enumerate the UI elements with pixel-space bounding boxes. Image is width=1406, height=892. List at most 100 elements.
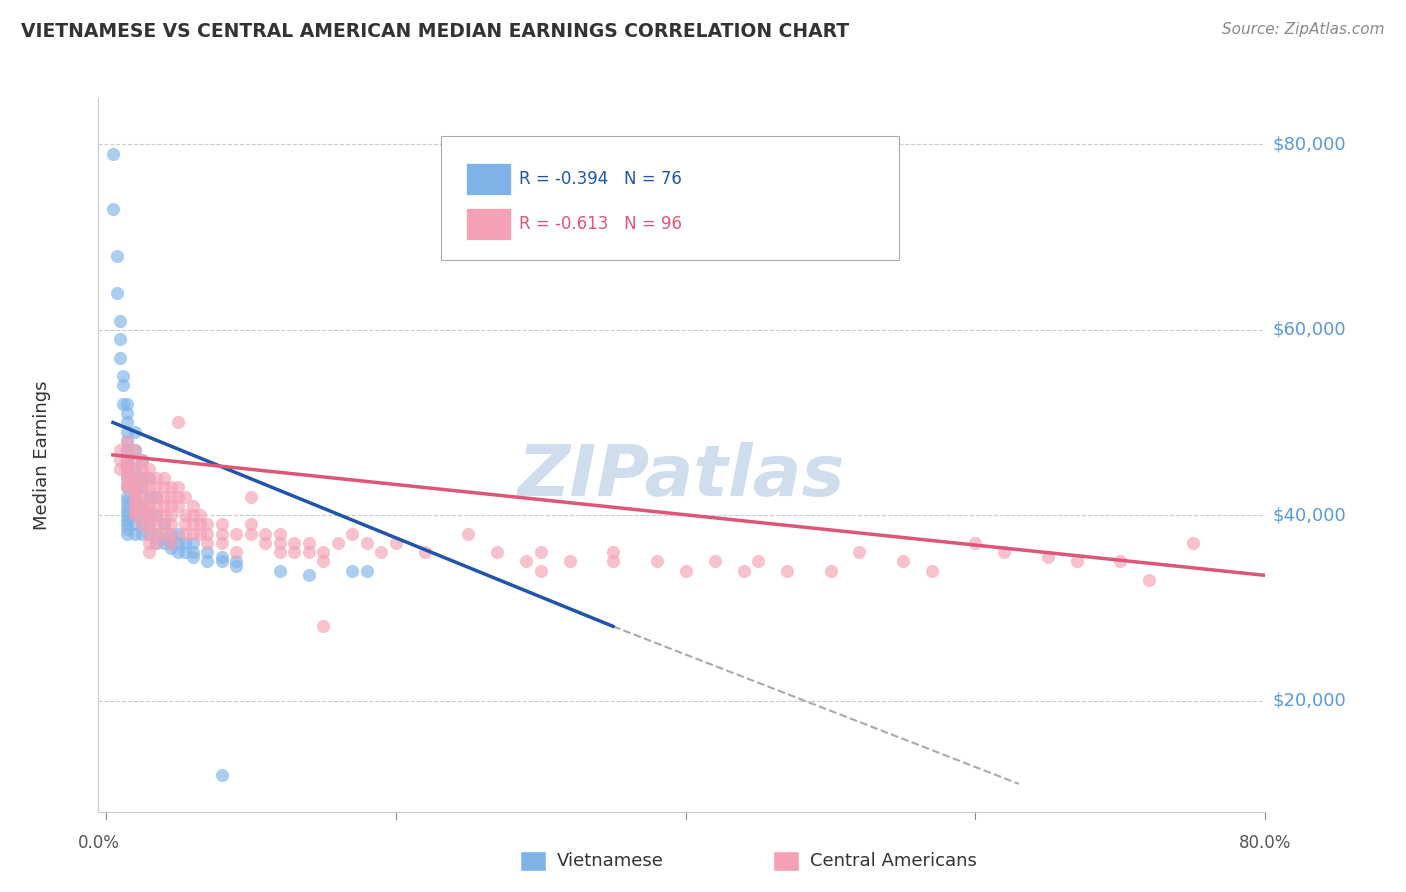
Point xyxy=(117,471,139,485)
Point xyxy=(124,452,146,467)
Point xyxy=(225,559,247,574)
Point xyxy=(138,508,160,523)
Point xyxy=(188,508,211,523)
Point xyxy=(108,452,131,467)
Point xyxy=(356,564,378,578)
Point xyxy=(124,443,146,458)
Point xyxy=(138,480,160,494)
Point xyxy=(117,475,139,490)
Point xyxy=(145,526,167,541)
Point xyxy=(167,526,190,541)
Text: $40,000: $40,000 xyxy=(1272,506,1346,524)
Text: VIETNAMESE VS CENTRAL AMERICAN MEDIAN EARNINGS CORRELATION CHART: VIETNAMESE VS CENTRAL AMERICAN MEDIAN EA… xyxy=(21,22,849,41)
Point xyxy=(124,462,146,476)
Point xyxy=(181,517,204,532)
Point xyxy=(269,526,291,541)
Text: ZIPatlas: ZIPatlas xyxy=(519,442,845,511)
Point xyxy=(167,490,190,504)
Point xyxy=(269,536,291,550)
Point xyxy=(152,517,174,532)
Point xyxy=(188,517,211,532)
Point xyxy=(112,369,135,384)
Point xyxy=(117,513,139,527)
Point xyxy=(211,767,233,781)
Point xyxy=(283,536,305,550)
Point xyxy=(356,536,378,550)
Point xyxy=(558,554,581,568)
Point xyxy=(160,526,183,541)
Point xyxy=(891,554,914,568)
Point xyxy=(138,490,160,504)
Point xyxy=(145,480,167,494)
Point xyxy=(152,526,174,541)
Point xyxy=(413,545,436,559)
Point xyxy=(160,526,183,541)
Point xyxy=(145,536,167,550)
Point xyxy=(131,508,153,523)
Point xyxy=(312,554,335,568)
Point xyxy=(124,471,146,485)
Point xyxy=(131,499,153,513)
Point xyxy=(269,545,291,559)
Point xyxy=(152,532,174,546)
Text: 0.0%: 0.0% xyxy=(77,834,120,852)
Point xyxy=(160,536,183,550)
Point xyxy=(145,517,167,532)
Text: $60,000: $60,000 xyxy=(1272,321,1346,339)
Point xyxy=(254,526,277,541)
Text: Vietnamese: Vietnamese xyxy=(557,852,664,870)
Point xyxy=(117,434,139,448)
Point xyxy=(117,480,139,494)
Point xyxy=(117,425,139,439)
Point xyxy=(124,494,146,508)
Point xyxy=(138,545,160,559)
Point xyxy=(131,499,153,513)
Point xyxy=(160,517,183,532)
Point xyxy=(131,452,153,467)
Point xyxy=(124,471,146,485)
Point xyxy=(195,517,218,532)
Point xyxy=(138,508,160,523)
Point xyxy=(124,443,146,458)
Point xyxy=(181,508,204,523)
Point xyxy=(145,471,167,485)
Text: R = -0.394   N = 76: R = -0.394 N = 76 xyxy=(519,169,682,187)
Point xyxy=(124,490,146,504)
Point xyxy=(138,499,160,513)
Point xyxy=(174,517,197,532)
Point xyxy=(160,508,183,523)
Point xyxy=(124,499,146,513)
Point xyxy=(921,564,943,578)
Point xyxy=(138,462,160,476)
Point xyxy=(602,545,624,559)
Point xyxy=(160,536,183,550)
Text: 80.0%: 80.0% xyxy=(1239,834,1292,852)
Point xyxy=(117,457,139,471)
Point xyxy=(138,471,160,485)
Point xyxy=(145,490,167,504)
Point xyxy=(1066,554,1088,568)
Point xyxy=(174,490,197,504)
Point xyxy=(703,554,725,568)
Text: $20,000: $20,000 xyxy=(1272,691,1346,709)
Point xyxy=(117,416,139,430)
Point xyxy=(131,526,153,541)
Point xyxy=(340,526,363,541)
Text: $80,000: $80,000 xyxy=(1272,136,1346,153)
Point xyxy=(181,526,204,541)
Point xyxy=(117,494,139,508)
Point xyxy=(195,545,218,559)
Point xyxy=(117,480,139,494)
Point xyxy=(124,480,146,494)
Point xyxy=(167,499,190,513)
Point xyxy=(384,536,406,550)
Point xyxy=(1139,573,1161,587)
Point xyxy=(181,499,204,513)
Point xyxy=(1109,554,1132,568)
Point xyxy=(124,499,146,513)
Point xyxy=(747,554,769,568)
Point xyxy=(131,462,153,476)
Point xyxy=(124,475,146,490)
Point xyxy=(131,490,153,504)
Text: Median Earnings: Median Earnings xyxy=(34,380,51,530)
